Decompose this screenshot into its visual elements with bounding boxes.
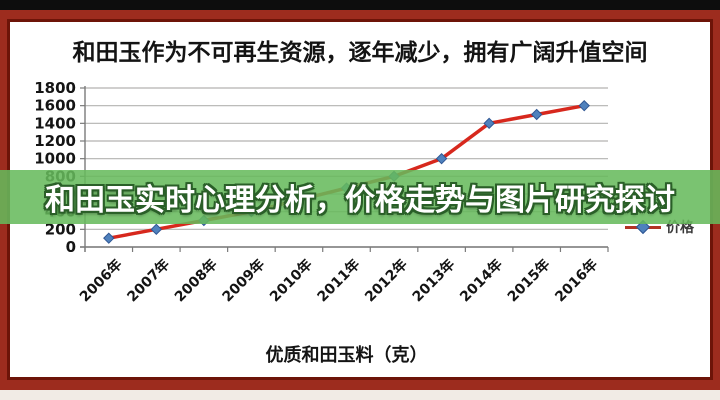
x-tick-label: 2010年 — [266, 256, 315, 305]
x-tick-label: 2007年 — [124, 256, 173, 305]
y-tick-label: 200 — [45, 220, 76, 238]
data-point-marker — [103, 232, 115, 244]
bottom-strip — [0, 390, 720, 400]
top-black-bar — [0, 0, 720, 10]
banner-text: 和田玉实时心理分析，价格走势与图片研究探讨 — [45, 183, 675, 218]
x-tick-label: 2011年 — [314, 256, 363, 305]
x-tick-label: 2012年 — [361, 256, 410, 305]
y-tick-label: 1200 — [34, 132, 76, 150]
x-tick-label: 2016年 — [552, 256, 601, 305]
y-tick-label: 0 — [66, 238, 76, 256]
y-tick-label: 1400 — [34, 114, 76, 132]
overlay-banner: 和田玉实时心理分析，价格走势与图片研究探讨 — [0, 170, 720, 224]
x-tick-label: 2008年 — [171, 256, 220, 305]
y-tick-label: 1800 — [34, 79, 76, 97]
data-point-marker — [578, 99, 590, 112]
x-tick-label: 2014年 — [456, 256, 505, 305]
x-tick-label: 2006年 — [76, 256, 125, 305]
y-tick-label: 1000 — [34, 150, 76, 168]
legend: 价格 — [625, 219, 694, 236]
legend-label: 价格 — [666, 220, 694, 236]
y-tick-label: 1600 — [34, 97, 76, 115]
legend-line-icon — [625, 219, 661, 234]
data-point-marker — [435, 152, 448, 165]
x-tick-label: 2009年 — [219, 256, 268, 305]
data-point-marker — [530, 108, 543, 121]
x-tick-label: 2013年 — [409, 256, 458, 305]
x-tick-label: 2015年 — [504, 256, 553, 305]
data-point-marker — [483, 117, 495, 130]
chart-title: 和田玉作为不可再生资源，逐年减少，拥有广阔升值空间 — [72, 40, 648, 66]
data-point-marker — [150, 223, 163, 236]
x-axis-title: 优质和田玉料（克） — [265, 345, 428, 366]
